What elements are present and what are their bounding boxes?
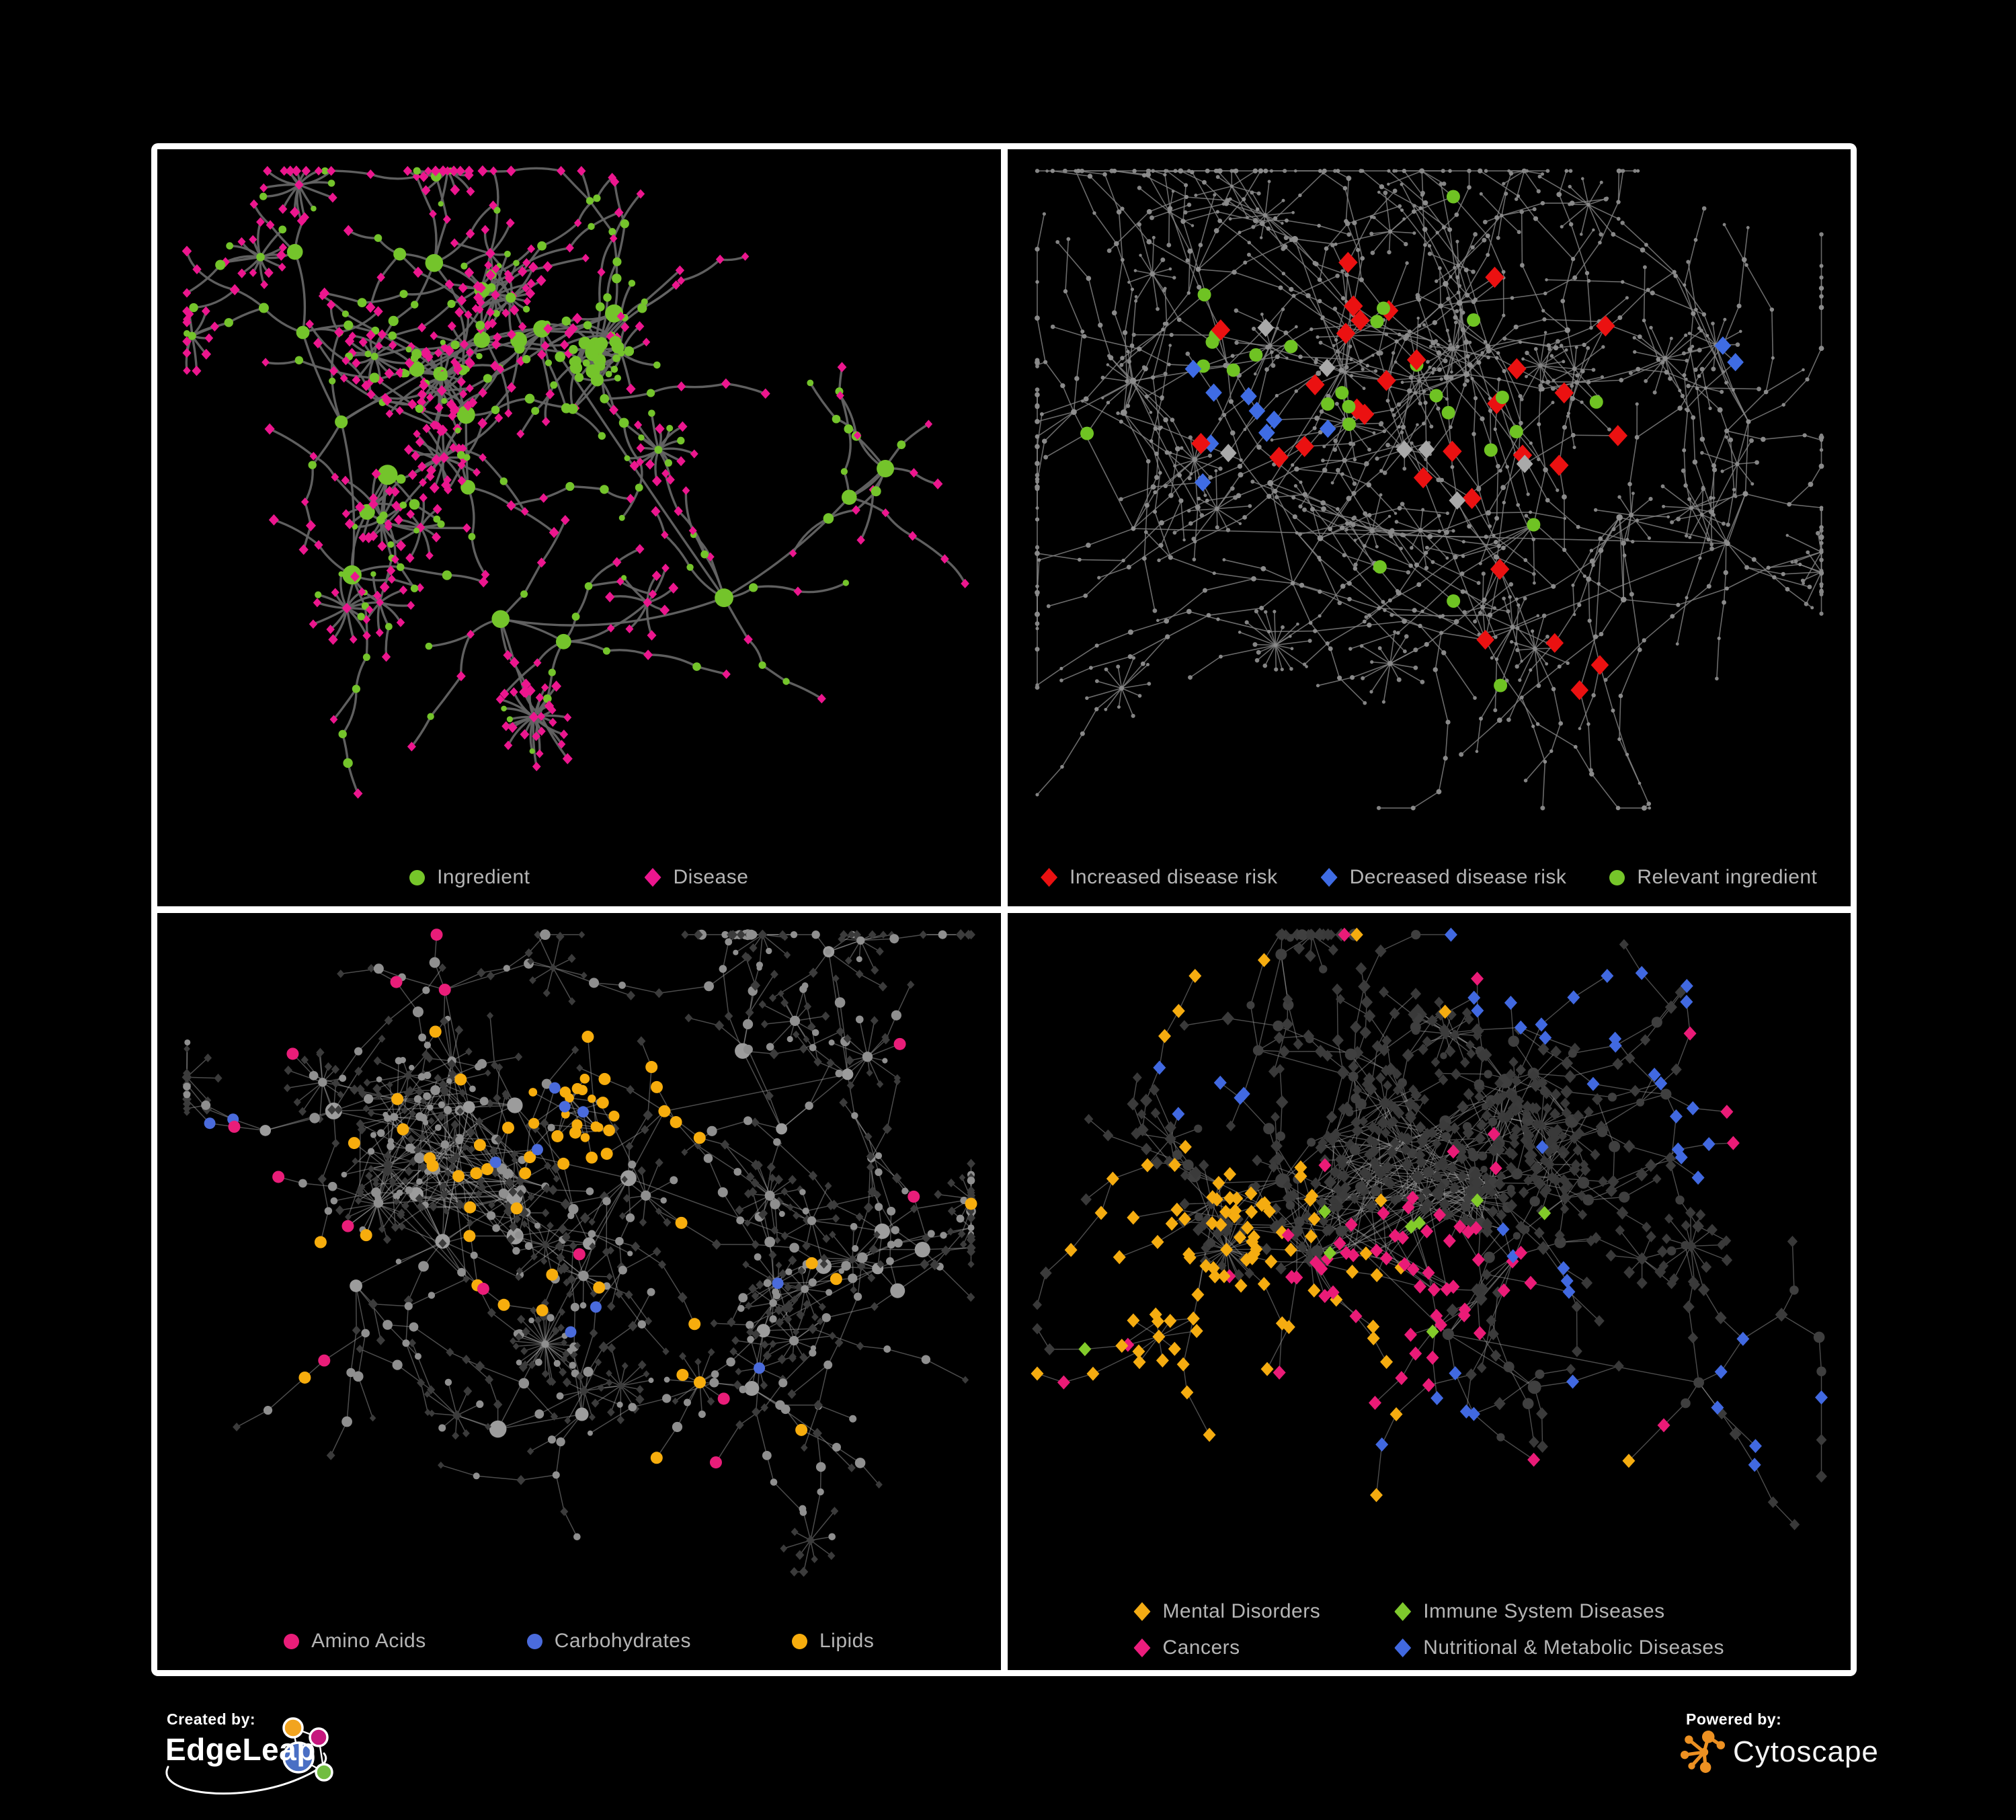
legend-item: Carbohydrates [526, 1630, 691, 1653]
increased-risk-diamond-icon [1041, 868, 1058, 887]
legend-label: Relevant ingredient [1637, 866, 1818, 888]
legend-item: Cancers [1133, 1636, 1240, 1659]
legend-label: Decreased disease risk [1349, 866, 1567, 888]
legend-item: Amino Acids [284, 1630, 426, 1653]
ingredient-circle-icon [409, 869, 426, 885]
relevant-ingredient-circle-icon [1609, 869, 1625, 885]
panel-disease-risk: Increased disease risk Decreased disease… [1007, 149, 1851, 906]
disease-diamond-icon [644, 868, 661, 887]
four-panel-grid: Ingredient Disease Increased disease ris… [151, 143, 1857, 1676]
legend-label: Lipids [819, 1630, 875, 1652]
legend-item: Mental Disorders [1133, 1600, 1320, 1623]
legend-ingredient-classes: Amino Acids Carbohydrates Lipids [157, 1630, 1001, 1653]
legend-label: Nutritional & Metabolic Diseases [1423, 1636, 1725, 1659]
powered-by-label: Powered by: [1686, 1710, 1782, 1728]
legend-item: Nutritional & Metabolic Diseases [1394, 1636, 1724, 1659]
legend-disease-classes: Mental Disorders Immune System Diseases … [1133, 1600, 1724, 1659]
immune-diseases-diamond-icon [1394, 1602, 1412, 1621]
carbohydrates-circle-icon [526, 1633, 542, 1649]
cancers-diamond-icon [1133, 1638, 1151, 1657]
cytoscape-logo-text: Cytoscape [1733, 1735, 1879, 1768]
legend-item: Decreased disease risk [1320, 866, 1567, 889]
legend-label: Ingredient [437, 866, 530, 888]
decreased-risk-diamond-icon [1320, 868, 1338, 887]
legend-label: Carbohydrates [554, 1630, 691, 1652]
legend-label: Disease [673, 866, 749, 888]
legend-label: Increased disease risk [1070, 866, 1278, 888]
nutritional-metabolic-diamond-icon [1394, 1638, 1412, 1657]
legend-label: Cancers [1162, 1636, 1240, 1659]
legend-disease-risk: Increased disease risk Decreased disease… [1008, 866, 1851, 889]
lipids-circle-icon [791, 1633, 807, 1649]
created-by-label: Created by: [167, 1710, 256, 1728]
panel-ingredient-disease: Ingredient Disease [157, 149, 1001, 906]
legend-ingredient-disease: Ingredient Disease [157, 866, 1001, 889]
network-graph-ingredient-disease [182, 165, 969, 799]
panel-ingredient-classes: Amino Acids Carbohydrates Lipids [157, 913, 1001, 1670]
edgeleap-logo-text: EdgeLeap [165, 1732, 316, 1767]
legend-label: Immune System Diseases [1423, 1600, 1665, 1622]
legend-label: Amino Acids [311, 1630, 426, 1652]
cytoscape-credit: Powered by: Cytoscape [1681, 1710, 1882, 1798]
legend-item: Increased disease risk [1041, 866, 1277, 889]
legend-item: Disease [644, 866, 749, 889]
amino-acids-circle-icon [284, 1633, 300, 1649]
legend-item: Lipids [791, 1630, 875, 1653]
network-graph-ingredient-classes [182, 928, 977, 1577]
cytoscape-icon [1681, 1731, 1725, 1773]
edgeleap-network-icon [165, 1717, 333, 1795]
mental-disorders-diamond-icon [1133, 1602, 1151, 1621]
network-graph-disease-risk [1034, 168, 1824, 811]
network-graph-disease-classes [1030, 927, 1828, 1530]
legend-item: Relevant ingredient [1609, 866, 1817, 889]
edgeleap-credit: Created by: EdgeLeap [159, 1710, 354, 1818]
legend-item: Immune System Diseases [1394, 1600, 1664, 1623]
legend-item: Ingredient [409, 866, 530, 889]
panel-disease-classes: Mental Disorders Immune System Diseases … [1007, 913, 1851, 1670]
legend-label: Mental Disorders [1162, 1600, 1321, 1622]
